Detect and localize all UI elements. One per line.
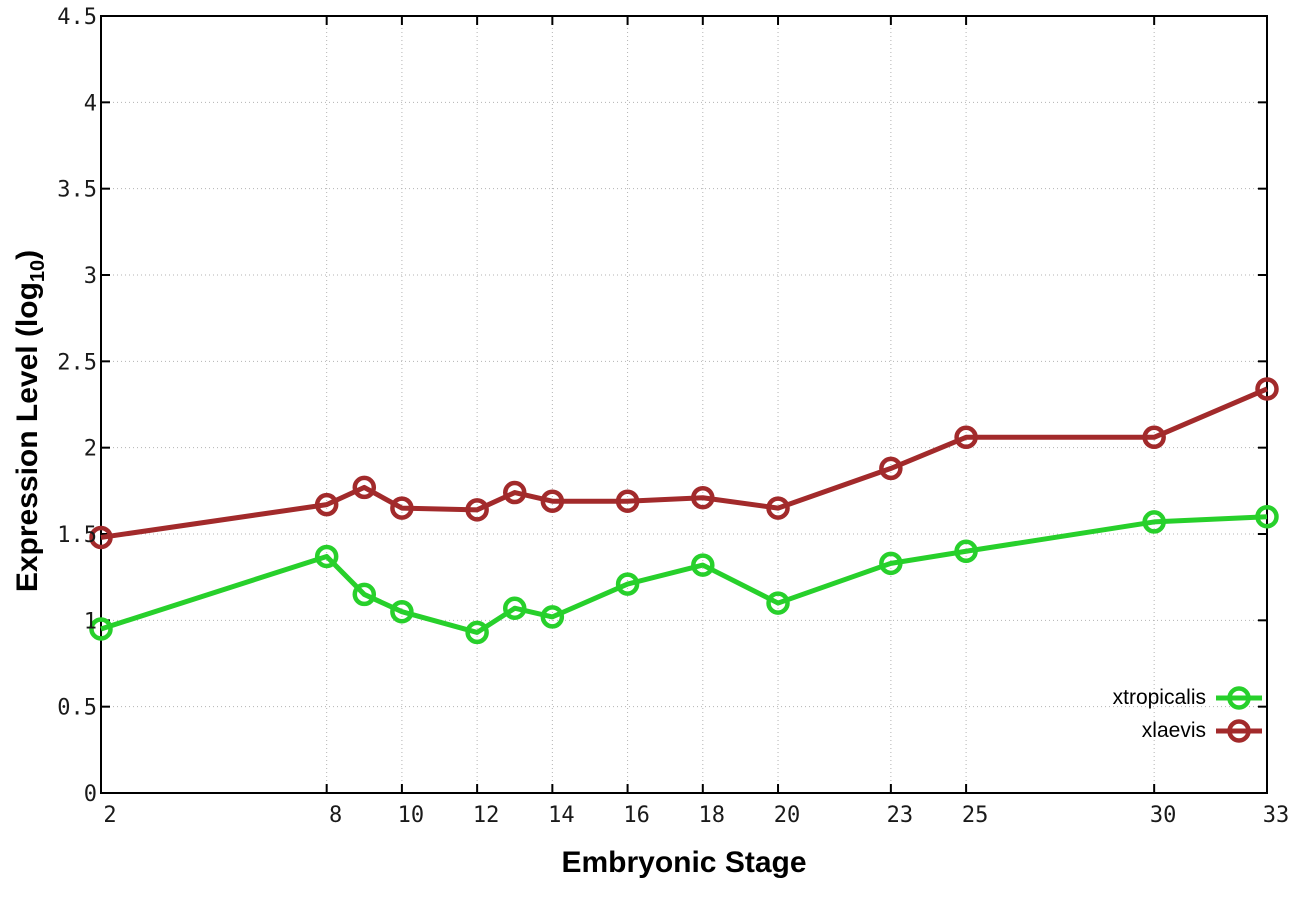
marker-xlaevis-18 (691, 485, 715, 510)
x-tick-label-16: 16 (623, 803, 650, 828)
x-tick-label-12: 12 (473, 803, 500, 828)
marker-xtropicalis-9 (352, 582, 377, 607)
marker-xtropicalis-18 (691, 553, 715, 577)
marker-xlaevis-20 (766, 496, 790, 520)
marker-xlaevis-16 (615, 489, 640, 513)
x-tick-label-30: 30 (1150, 803, 1177, 828)
legend-sample-line-icon (1216, 718, 1262, 743)
marker-xlaevis-8 (314, 492, 339, 517)
y-tick-label-4.5: 4.5 (57, 5, 97, 30)
marker-xtropicalis-30 (1142, 510, 1166, 534)
marker-xtropicalis-10 (390, 599, 414, 624)
y-tick-label-0.5: 0.5 (57, 696, 97, 721)
y-tick-label-2: 2 (84, 437, 97, 462)
marker-xtropicalis-14 (540, 605, 565, 629)
plot-border (100, 15, 1268, 794)
y-tick-label-0: 0 (84, 782, 97, 807)
marker-xlaevis-13 (502, 480, 527, 505)
marker-xlaevis-30 (1142, 425, 1166, 450)
x-tick-label-18: 18 (699, 803, 726, 828)
marker-xlaevis-12 (465, 498, 489, 522)
x-tick-label-8: 8 (329, 803, 342, 828)
y-axis-title-close: ) (11, 249, 44, 260)
marker-xtropicalis-25 (954, 539, 978, 564)
x-tick-label-2: 2 (103, 803, 116, 828)
x-axis-title: Embryonic Stage (561, 846, 807, 879)
marker-xtropicalis-16 (615, 572, 640, 596)
y-axis-title: Expression Level (log10) (7, 171, 49, 671)
marker-xtropicalis-23 (879, 551, 903, 576)
legend: xtropicalis xlaevis (1113, 681, 1262, 747)
legend-label-xtropicalis: xtropicalis (1112, 685, 1206, 709)
marker-xlaevis-9 (352, 475, 377, 500)
x-tick-label-14: 14 (548, 803, 575, 828)
legend-label-xlaevis: xlaevis (1141, 718, 1206, 742)
y-tick-label-3: 3 (84, 264, 97, 289)
x-tick-label-10: 10 (398, 803, 425, 828)
marker-xlaevis-33 (1255, 377, 1279, 401)
marker-xlaevis-10 (390, 496, 414, 520)
marker-xlaevis-23 (879, 456, 903, 481)
y-axis-title-subscript: 10 (27, 259, 49, 283)
legend-item-xlaevis: xlaevis (1113, 714, 1262, 747)
legend-sample-line-icon (1216, 685, 1262, 710)
marker-xtropicalis-13 (502, 596, 527, 620)
series-line-xlaevis (100, 386, 1268, 540)
marker-xlaevis-14 (540, 489, 565, 513)
x-tick-label-33: 33 (1263, 803, 1290, 828)
marker-xlaevis-25 (954, 425, 978, 450)
y-axis-title-text: Expression Level (log (11, 282, 44, 593)
marker-xtropicalis-8 (314, 544, 339, 569)
series-line-xtropicalis (100, 514, 1268, 635)
x-tick-label-20: 20 (774, 803, 801, 828)
marker-xlaevis-2 (89, 525, 113, 550)
x-tick-label-23: 23 (887, 803, 914, 828)
y-tick-label-1.5: 1.5 (57, 523, 97, 548)
x-tick-label-25: 25 (962, 803, 989, 828)
legend-item-xtropicalis: xtropicalis (1113, 681, 1262, 714)
y-tick-label-1: 1 (84, 609, 97, 634)
marker-xtropicalis-12 (465, 620, 489, 645)
marker-xtropicalis-33 (1255, 504, 1279, 529)
marker-xtropicalis-20 (766, 591, 790, 615)
y-tick-label-4: 4 (84, 91, 97, 116)
y-tick-label-2.5: 2.5 (57, 350, 97, 375)
y-tick-label-3.5: 3.5 (57, 178, 97, 203)
marker-xtropicalis-2 (89, 617, 113, 641)
